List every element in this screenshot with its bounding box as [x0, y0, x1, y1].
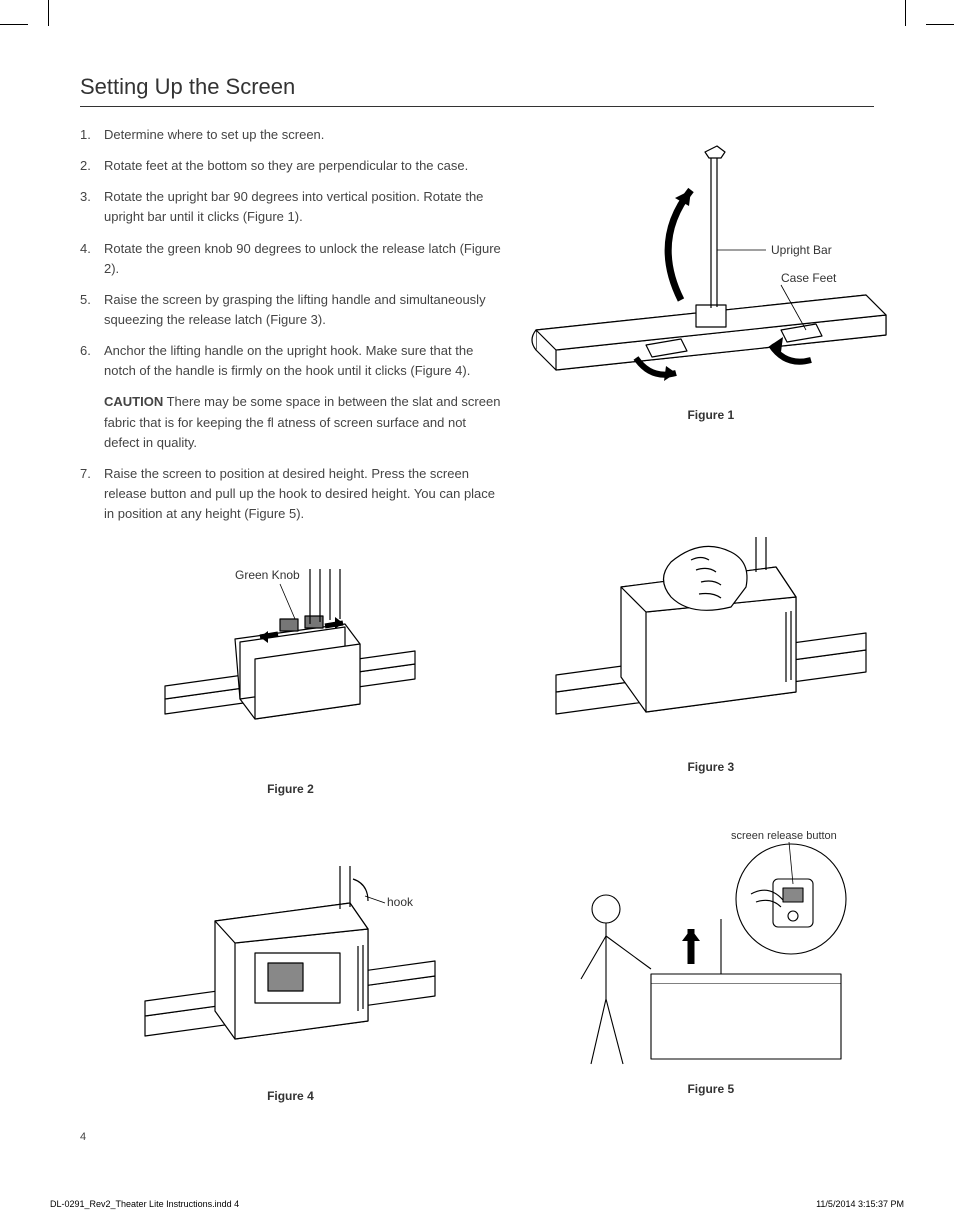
crop-mark [905, 0, 906, 26]
crop-mark [48, 0, 49, 26]
step-item: Determine where to set up the screen. [80, 125, 501, 145]
crop-mark [926, 24, 954, 25]
figure-5-caption: Figure 5 [531, 1082, 891, 1096]
steps-list-cont: Raise the screen to position at desired … [80, 464, 501, 524]
page-number: 4 [80, 1131, 86, 1143]
step-item: Raise the screen to position at desired … [80, 464, 501, 524]
figure-4-caption: Figure 4 [80, 1089, 501, 1103]
figures-column: Upright Bar Case Feet Figure 1 [531, 125, 891, 1103]
figure-4-diagram: hook [80, 861, 501, 1081]
page-title: Setting Up the Screen [80, 74, 874, 107]
figure-2: Green Knob Figure 2 [80, 564, 501, 796]
footer-file: DL-0291_Rev2_Theater Lite Instructions.i… [50, 1199, 239, 1209]
figure-5-diagram: screen release button [531, 824, 891, 1074]
figure-2-diagram: Green Knob [80, 564, 501, 774]
step-item: Anchor the lifting handle on the upright… [80, 341, 501, 381]
caution-body: There may be some space in between the s… [104, 394, 500, 449]
caution-label: CAUTION [104, 394, 163, 409]
upright-bar-label: Upright Bar [771, 243, 832, 257]
figure-2-caption: Figure 2 [80, 782, 501, 796]
content-columns: Determine where to set up the screen. Ro… [80, 125, 874, 1103]
step-item: Rotate feet at the bottom so they are pe… [80, 156, 501, 176]
figure-4: hook Figure 4 [80, 861, 501, 1103]
caution-text: CAUTION There may be some space in betwe… [80, 392, 501, 452]
footer-date: 11/5/2014 3:15:37 PM [816, 1199, 904, 1209]
case-feet-label: Case Feet [781, 271, 837, 285]
screen-release-label: screen release button [731, 830, 837, 842]
figure-3-diagram [531, 532, 891, 752]
page: Setting Up the Screen Determine where to… [50, 50, 904, 1187]
figure-3-caption: Figure 3 [531, 760, 891, 774]
figure-5: screen release button Figure 5 [531, 824, 891, 1096]
step-item: Rotate the upright bar 90 degrees into v… [80, 187, 501, 227]
step-item: Raise the screen by grasping the lifting… [80, 290, 501, 330]
steps-list: Determine where to set up the screen. Ro… [80, 125, 501, 381]
figure-1-diagram: Upright Bar Case Feet [531, 140, 891, 400]
step-item: Rotate the green knob 90 degrees to unlo… [80, 239, 501, 279]
instructions-column: Determine where to set up the screen. Ro… [80, 125, 501, 1103]
hook-label: hook [387, 895, 414, 909]
green-knob-label: Green Knob [235, 568, 300, 582]
figure-1-caption: Figure 1 [531, 408, 891, 422]
crop-mark [0, 24, 28, 25]
figure-1: Upright Bar Case Feet Figure 1 [531, 140, 891, 422]
figure-3: Figure 3 [531, 532, 891, 774]
